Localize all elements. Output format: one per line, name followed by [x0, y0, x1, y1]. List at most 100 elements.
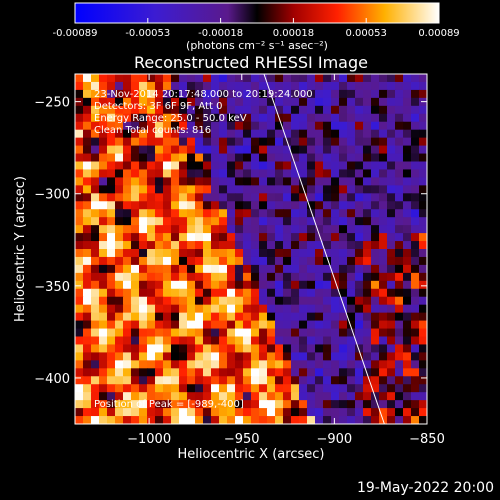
- heatmap-cell: [347, 344, 356, 353]
- heatmap-cell: [195, 74, 204, 83]
- heatmap-cell: [139, 217, 148, 226]
- heatmap-cell: [171, 74, 180, 83]
- heatmap-cell: [171, 225, 180, 234]
- heatmap-cell: [395, 233, 404, 242]
- heatmap-cell: [235, 376, 244, 385]
- heatmap-cell: [323, 129, 332, 139]
- heatmap-cell: [243, 328, 252, 338]
- heatmap-cell: [211, 121, 220, 131]
- heatmap-cell: [179, 256, 188, 266]
- heatmap-cell: [115, 249, 124, 258]
- heatmap-cell: [83, 328, 92, 338]
- heatmap-cell: [371, 344, 380, 353]
- heatmap-cell: [347, 384, 356, 393]
- heatmap-cell: [107, 121, 116, 131]
- heatmap-cell: [203, 352, 212, 361]
- heatmap-cell: [195, 280, 204, 290]
- heatmap-cell: [251, 153, 260, 163]
- heatmap-cell: [115, 233, 124, 242]
- heatmap-cell: [411, 217, 420, 226]
- heatmap-cell: [411, 201, 420, 210]
- heatmap-cell: [331, 217, 340, 226]
- heatmap-cell: [83, 81, 92, 91]
- heatmap-cell: [235, 113, 244, 123]
- heatmap-cell: [291, 113, 300, 123]
- heatmap-cell: [187, 304, 196, 314]
- heatmap-cell: [99, 89, 108, 99]
- heatmap-cell: [203, 272, 212, 282]
- heatmap-cell: [243, 416, 252, 424]
- x-axis-label: Heliocentric X (arcsec): [178, 447, 325, 462]
- heatmap-cell: [291, 392, 300, 401]
- heatmap-cell: [163, 161, 172, 171]
- heatmap-cell: [411, 153, 420, 163]
- heatmap-cell: [187, 416, 196, 424]
- heatmap-cell: [235, 249, 244, 258]
- heatmap-cell: [363, 81, 372, 91]
- heatmap-cell: [91, 177, 100, 186]
- heatmap-cell: [291, 264, 300, 274]
- heatmap-cell: [195, 312, 204, 322]
- colorbar-tick-label: -0.00018: [198, 28, 243, 39]
- heatmap-cell: [75, 360, 84, 369]
- heatmap-cell: [299, 81, 308, 91]
- heatmap-cell: [203, 129, 212, 139]
- heatmap-cell: [403, 74, 412, 83]
- heatmap-cell: [339, 241, 348, 250]
- heatmap-cell: [307, 408, 316, 417]
- heatmap-cell: [139, 185, 148, 194]
- heatmap-cell: [307, 400, 316, 409]
- heatmap-cell: [75, 264, 84, 274]
- heatmap-cell: [371, 280, 380, 290]
- heatmap-cell: [387, 241, 396, 250]
- heatmap-cell: [419, 105, 427, 115]
- heatmap-cell: [163, 336, 172, 346]
- heatmap-cell: [363, 376, 372, 385]
- heatmap-cell: [123, 296, 132, 306]
- heatmap-cell: [291, 74, 300, 83]
- heatmap-cell: [395, 81, 404, 91]
- heatmap-cell: [251, 344, 260, 353]
- heatmap-cell: [123, 264, 132, 274]
- heatmap-cell: [187, 137, 196, 147]
- heatmap-cell: [243, 209, 252, 218]
- heatmap-cell: [347, 81, 356, 91]
- heatmap-cell: [243, 272, 252, 282]
- heatmap-cell: [195, 145, 204, 155]
- heatmap-cell: [75, 217, 84, 226]
- heatmap-cell: [155, 376, 164, 385]
- heatmap-cell: [251, 121, 260, 131]
- heatmap-cell: [147, 312, 156, 322]
- heatmap-cell: [395, 105, 404, 115]
- heatmap-cell: [147, 74, 156, 83]
- heatmap-cell: [187, 241, 196, 250]
- heatmap-cell: [259, 360, 268, 369]
- heatmap-cell: [331, 185, 340, 194]
- heatmap-cell: [107, 336, 116, 346]
- heatmap-cell: [299, 129, 308, 139]
- heatmap-cell: [243, 288, 252, 298]
- heatmap-cell: [251, 225, 260, 234]
- heatmap-cell: [123, 288, 132, 298]
- heatmap-cell: [211, 320, 220, 330]
- heatmap-cell: [211, 416, 220, 424]
- heatmap-cell: [171, 272, 180, 282]
- heatmap-cell: [187, 225, 196, 234]
- heatmap-cell: [155, 328, 164, 338]
- heatmap-cell: [331, 113, 340, 123]
- heatmap-cell: [379, 272, 388, 282]
- heatmap-cell: [147, 225, 156, 234]
- plot-frame: [74, 73, 428, 425]
- heatmap-cell: [115, 384, 124, 393]
- heatmap-cell: [147, 169, 156, 178]
- heatmap-cell: [139, 256, 148, 266]
- heatmap-cell: [307, 328, 316, 338]
- heatmap-cell: [419, 185, 427, 194]
- heatmap-cell: [403, 105, 412, 115]
- heatmap-cell: [371, 336, 380, 346]
- heatmap-cell: [83, 161, 92, 171]
- heatmap-cell: [355, 256, 364, 266]
- heatmap-cell: [347, 74, 356, 83]
- heatmap-cell: [75, 384, 84, 393]
- heatmap-cell: [395, 408, 404, 417]
